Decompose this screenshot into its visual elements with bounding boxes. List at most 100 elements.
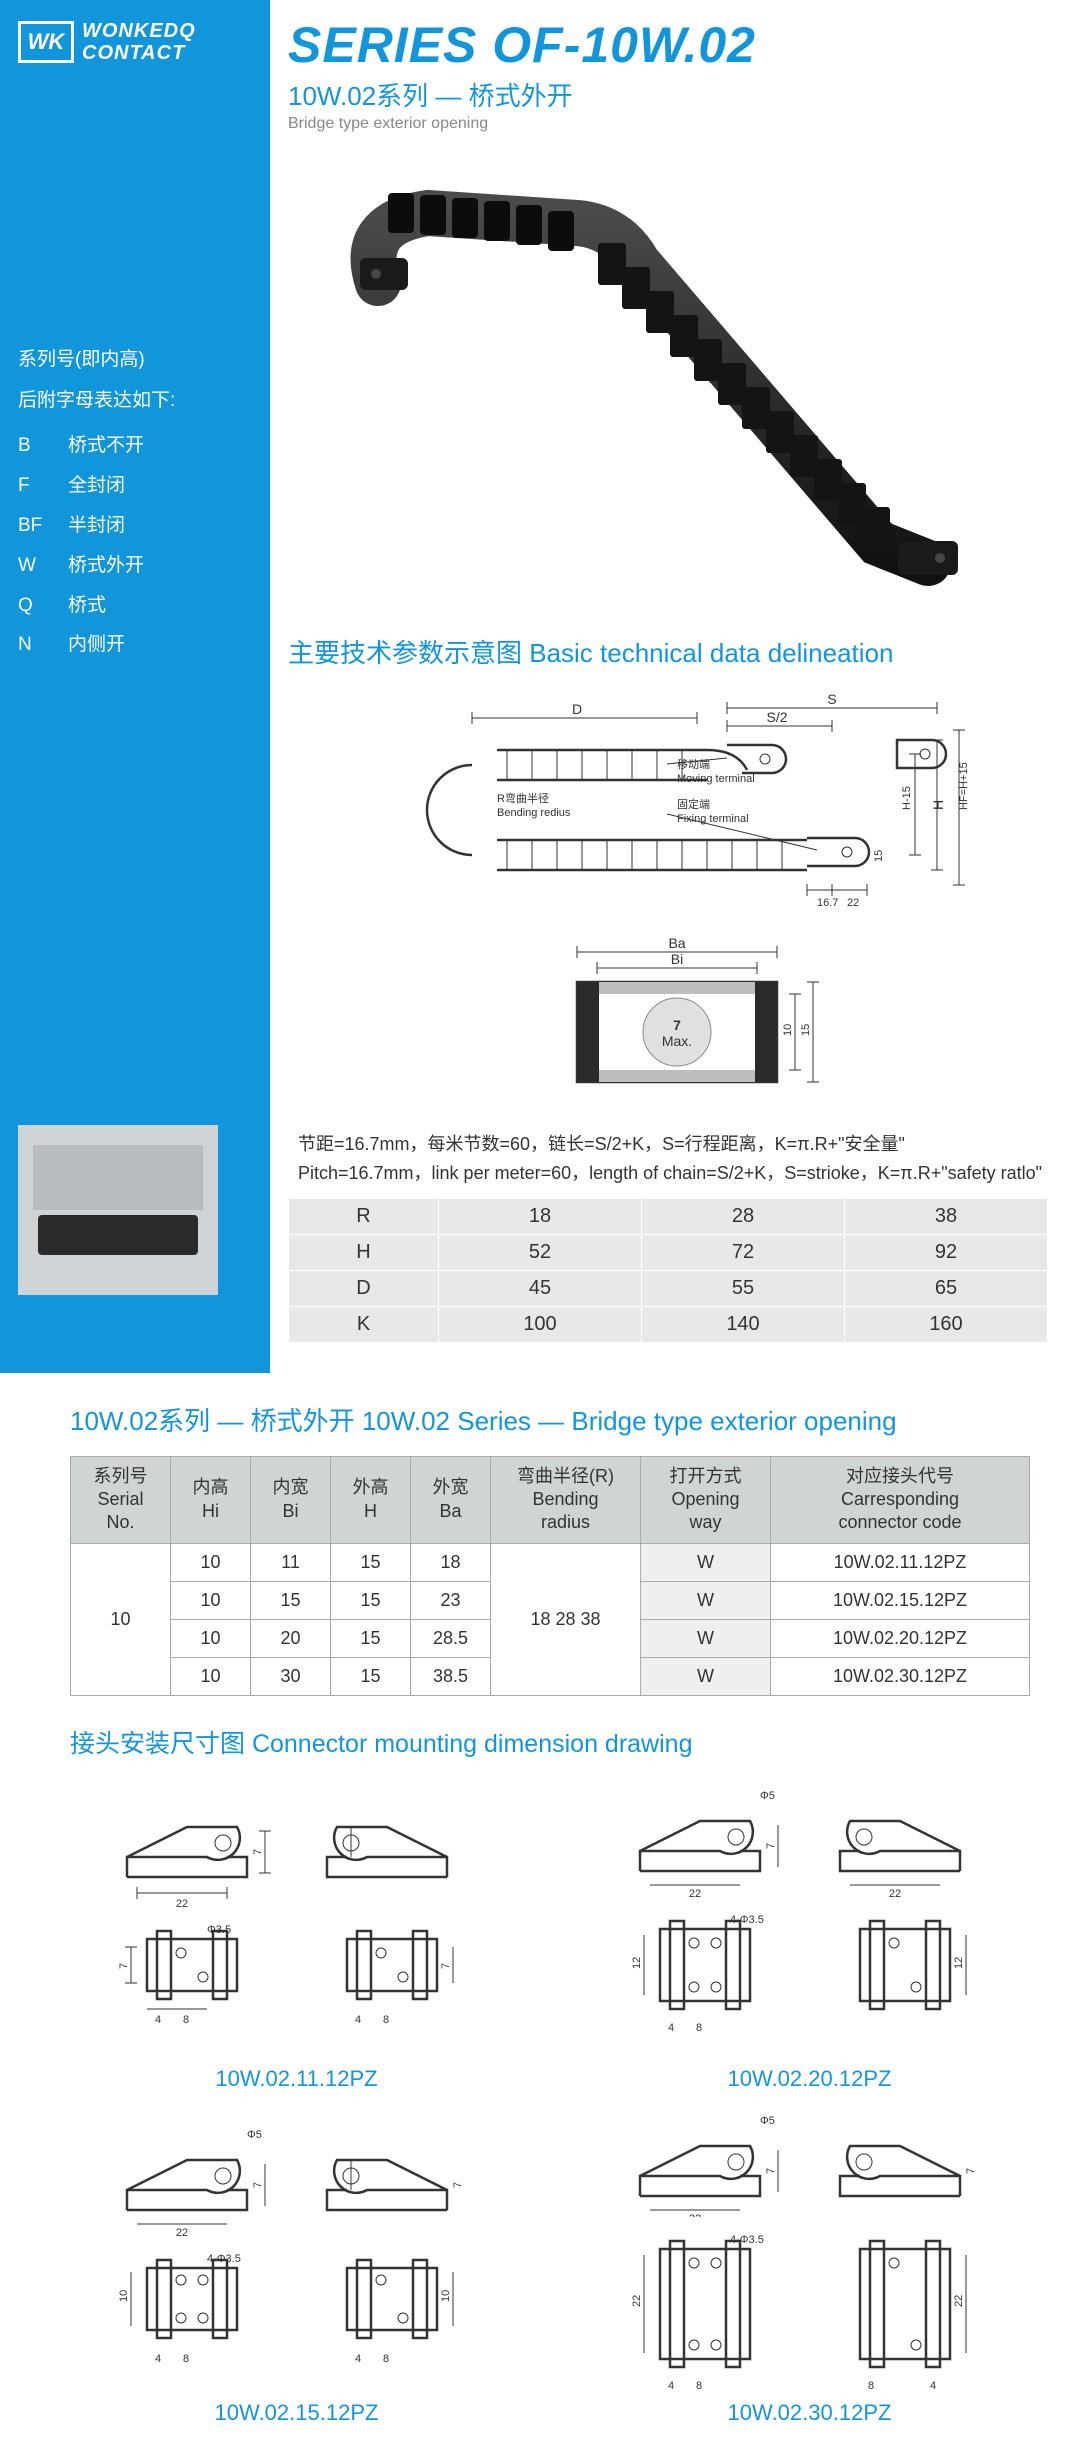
- dim-hb2: 10: [440, 2290, 452, 2302]
- cell: 20: [251, 1619, 331, 1657]
- th-bi: 内宽Bi: [251, 1456, 331, 1543]
- cell: 55: [642, 1270, 845, 1306]
- legend-row: F全封闭: [18, 466, 252, 506]
- legend-desc: 桥式不开: [68, 426, 144, 466]
- dim-a2: 4: [930, 2380, 936, 2392]
- legend-list: B桥式不开 F全封闭 BF半封闭 W桥式外开 Q桥式 N内侧开: [18, 426, 252, 665]
- legend-row: B 桥式不开: [18, 426, 252, 466]
- cell: 18: [411, 1543, 491, 1581]
- spec-section: 10W.02系列 — 桥式外开 10W.02 Series — Bridge t…: [0, 1373, 1066, 2456]
- dim-w: 22: [175, 2227, 187, 2236]
- label-radius-en: Bending redius: [497, 807, 571, 819]
- legend-desc: 桥式外开: [68, 546, 144, 586]
- cell: 10: [171, 1581, 251, 1619]
- cell: 72: [642, 1234, 845, 1270]
- dim-a2: 4: [355, 2014, 361, 2026]
- cell: 160: [845, 1306, 1048, 1342]
- cell: K: [289, 1306, 439, 1342]
- cell: 10: [171, 1619, 251, 1657]
- sidebar: WK WONKEDQ CONTACT 系列号(即内高) 后附字母表达如下: B桥…: [0, 0, 270, 1373]
- connector-grid: 22 7 Φ3.5: [70, 1778, 1036, 2426]
- diagram-side: D S S/2: [377, 690, 977, 916]
- dim-hb: 12: [631, 1957, 643, 1969]
- connector-title: 接头安装尺寸图 Connector mounting dimension dra…: [70, 1724, 1036, 1760]
- connector-label: 10W.02.11.12PZ: [215, 2066, 377, 2092]
- th-open: 打开方式Openingway: [641, 1456, 771, 1543]
- cell: 10: [171, 1543, 251, 1581]
- legend-desc: 桥式: [68, 586, 106, 626]
- cell-serial: 10: [71, 1543, 171, 1695]
- logo-line2: CONTACT: [82, 42, 196, 64]
- dim-w: 22: [688, 1888, 700, 1897]
- section2-title: 10W.02系列 — 桥式外开 10W.02 Series — Bridge t…: [70, 1401, 1036, 1438]
- th-serial: 系列号SerialNo.: [71, 1456, 171, 1543]
- dim-h: 7: [252, 2182, 264, 2188]
- tech-title: 主要技术参数示意图 Basic technical data delineati…: [288, 633, 1066, 670]
- cell: 15: [251, 1581, 331, 1619]
- cell: 92: [845, 1234, 1048, 1270]
- table-row: D455565: [289, 1270, 1048, 1306]
- cell: 18: [439, 1198, 642, 1234]
- label-15: 15: [873, 850, 885, 862]
- cell: 10: [171, 1657, 251, 1695]
- cell: W: [641, 1657, 771, 1695]
- dim-hb: 7: [118, 1963, 130, 1969]
- cell: 38.5: [411, 1657, 491, 1695]
- dim-a2: 4: [355, 2353, 361, 2365]
- label-15b: 15: [800, 1023, 812, 1035]
- dim-hb2: 22: [953, 2295, 965, 2307]
- dim-phi-top: Φ5: [760, 2115, 775, 2127]
- title-series: SERIES OF-10W.02: [288, 16, 1066, 74]
- dim-w2: 22: [888, 1888, 900, 1897]
- label-167: 16.7: [817, 897, 838, 909]
- logo: WK WONKEDQ CONTACT: [18, 20, 252, 64]
- table-header-row: 系列号SerialNo. 内高Hi 内宽Bi 外高H 外宽Ba 弯曲半径(R)B…: [71, 1456, 1030, 1543]
- formula-en: Pitch=16.7mm，link per meter=60，length of…: [298, 1159, 1056, 1188]
- legend-desc: 内侧开: [68, 625, 125, 665]
- dim-phi-top: Φ5: [247, 2129, 262, 2141]
- table-row: K100140160: [289, 1306, 1048, 1342]
- cell: 15: [331, 1657, 411, 1695]
- dim-b: 8: [696, 2380, 702, 2392]
- dim-hb: 22: [631, 2295, 643, 2307]
- dim-hb2: 7: [440, 1963, 452, 1969]
- title-sub: 10W.02系列 — 桥式外开: [288, 76, 1066, 113]
- cell: D: [289, 1270, 439, 1306]
- connector-drawing: 22 7 Φ3.5: [87, 1778, 507, 2058]
- technical-diagram: D S S/2: [307, 680, 1047, 1110]
- cell: 10W.02.11.12PZ: [771, 1543, 1030, 1581]
- label-HF: HF=H+15: [958, 762, 970, 810]
- label-moving-en: Moving terminal: [677, 773, 755, 785]
- cell: 11: [251, 1543, 331, 1581]
- dim-h: 7: [252, 1849, 264, 1855]
- label-H15: H-15: [901, 786, 913, 810]
- title-block: SERIES OF-10W.02 10W.02系列 — 桥式外开 Bridge …: [288, 0, 1066, 133]
- formula-cn: 节距=16.7mm，每米节数=60，链长=S/2+K，S=行程距离，K=π.R+…: [298, 1130, 1056, 1159]
- dim-phi-top: Φ5: [760, 1790, 775, 1802]
- legend-code: W: [18, 546, 50, 586]
- cell: 45: [439, 1270, 642, 1306]
- connector-item: Φ5 22 7: [583, 1778, 1036, 2092]
- table-row: H527292: [289, 1234, 1048, 1270]
- connector-item: 22 7 Φ3.5: [70, 1778, 523, 2092]
- label-D: D: [572, 701, 582, 717]
- dim-hb2: 12: [953, 1957, 965, 1969]
- cell: 140: [642, 1306, 845, 1342]
- connector-label: 10W.02.20.12PZ: [728, 2066, 892, 2092]
- cell-r: 18 28 38: [491, 1543, 641, 1695]
- dim-b2: 8: [383, 2353, 389, 2365]
- legend-code: F: [18, 466, 50, 506]
- cell: R: [289, 1198, 439, 1234]
- dim-w: 22: [175, 1898, 187, 1907]
- formula-block: 节距=16.7mm，每米节数=60，链长=S/2+K，S=行程距离，K=π.R+…: [288, 1130, 1066, 1198]
- legend-code: B: [18, 426, 50, 466]
- connector-label: 10W.02.30.12PZ: [728, 2400, 892, 2426]
- th-ba: 外宽Ba: [411, 1456, 491, 1543]
- label-H: H: [930, 800, 946, 810]
- cell: W: [641, 1619, 771, 1657]
- th-hi: 内高Hi: [171, 1456, 251, 1543]
- connector-drawing: Φ5 22 7: [87, 2112, 507, 2392]
- label-22: 22: [847, 897, 859, 909]
- label-S: S: [827, 691, 836, 707]
- legend-row: BF半封闭: [18, 506, 252, 546]
